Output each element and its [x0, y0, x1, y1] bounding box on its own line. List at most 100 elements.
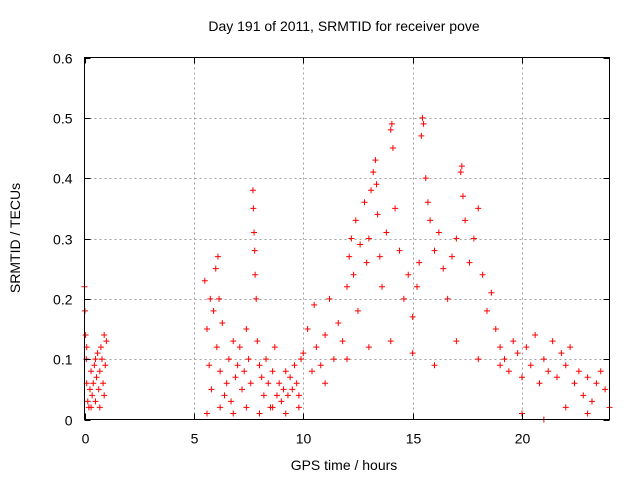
data-point: [549, 338, 556, 345]
data-point: [223, 380, 230, 387]
data-point: [93, 374, 100, 381]
y-tick-label: 0.4: [53, 171, 73, 187]
data-point: [409, 313, 416, 320]
data-point: [245, 356, 252, 363]
data-point: [86, 386, 93, 393]
data-point: [497, 344, 504, 351]
data-point: [373, 181, 380, 188]
data-point: [519, 374, 525, 381]
data-point: [243, 326, 250, 332]
data-point: [497, 362, 504, 369]
data-point: [419, 114, 426, 121]
data-point: [247, 380, 254, 387]
data-point: [492, 326, 499, 332]
data-point: [103, 338, 110, 345]
data-point: [326, 295, 333, 302]
data-point: [510, 338, 517, 345]
data-point: [459, 193, 466, 200]
x-tick-label: 0: [82, 431, 90, 447]
data-point: [91, 362, 98, 369]
data-point: [580, 392, 587, 399]
data-point: [424, 199, 431, 206]
data-point: [217, 404, 224, 411]
data-point: [597, 368, 604, 375]
data-point: [304, 326, 311, 332]
data-point: [589, 398, 595, 405]
data-point: [505, 368, 512, 375]
data-point: [453, 338, 460, 345]
data-point: [571, 380, 578, 387]
data-point: [204, 410, 210, 417]
chart-title: Day 191 of 2011, SRMTID for receiver pov…: [208, 18, 480, 34]
data-point: [431, 247, 438, 254]
data-point: [396, 247, 403, 254]
data-point: [330, 356, 337, 363]
data-point: [470, 235, 477, 242]
data-point: [249, 187, 256, 194]
data-point: [84, 398, 91, 405]
data-point: [219, 319, 226, 326]
data-point: [284, 392, 291, 399]
data-point: [387, 126, 394, 133]
data-point: [204, 326, 210, 332]
data-point: [258, 374, 265, 381]
data-point: [383, 229, 390, 236]
x-tick-label: 10: [296, 431, 312, 447]
data-point: [440, 265, 447, 272]
y-axis-label: SRMTID / TECUs: [7, 183, 23, 293]
data-point: [210, 307, 217, 314]
data-point: [575, 368, 582, 375]
data-point: [214, 253, 221, 260]
data-point: [260, 392, 267, 399]
data-point: [363, 259, 370, 266]
data-point: [293, 380, 300, 387]
x-tick-label: 15: [406, 431, 422, 447]
y-tick-label: 0.3: [53, 232, 73, 248]
data-point: [346, 253, 353, 260]
data-point: [99, 356, 105, 363]
data-point: [374, 211, 381, 218]
data-point: [295, 404, 302, 411]
data-point: [280, 386, 287, 393]
data-point: [527, 362, 534, 369]
data-point: [501, 356, 508, 363]
data-point: [379, 283, 385, 290]
data-point: [311, 301, 318, 308]
data-point: [213, 344, 220, 351]
axis-ticks: 0 0.1 0.2 0.3 0.4 0.5 0.6 0 5 10 15 20: [53, 51, 610, 447]
data-point: [370, 169, 377, 176]
data-point: [335, 319, 342, 326]
data-point: [350, 271, 357, 278]
data-point: [475, 356, 482, 363]
x-tick-label: 20: [515, 431, 531, 447]
data-point: [348, 235, 355, 242]
data-point: [357, 241, 364, 248]
data-point: [96, 404, 103, 411]
data-point: [274, 392, 280, 399]
data-point: [253, 295, 260, 302]
data-point: [322, 380, 329, 387]
data-point: [405, 271, 412, 278]
data-point: [250, 205, 257, 212]
data-point: [458, 163, 465, 170]
data-point: [322, 332, 329, 339]
data-point: [558, 350, 565, 357]
data-point: [309, 368, 315, 375]
data-point: [101, 392, 108, 399]
data-point: [92, 356, 99, 363]
data-point: [416, 259, 423, 266]
data-point: [90, 380, 97, 387]
data-point: [295, 392, 302, 399]
data-point: [462, 217, 469, 224]
data-point: [339, 338, 346, 345]
data-point: [562, 362, 569, 369]
data-point: [234, 362, 241, 369]
data-point: [239, 386, 245, 393]
data-point: [282, 368, 289, 375]
data-point: [251, 229, 258, 236]
y-tick-label: 0.2: [53, 292, 73, 308]
data-points: [81, 114, 613, 423]
data-point: [282, 410, 289, 417]
data-point: [418, 132, 425, 139]
